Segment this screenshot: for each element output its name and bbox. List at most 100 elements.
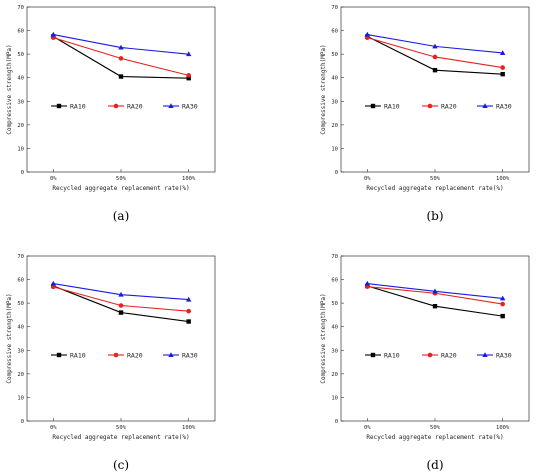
y-tick-label: 40	[17, 76, 24, 82]
data-point	[432, 288, 438, 294]
y-axis-label: Compressive strength(MPa)	[6, 293, 13, 383]
y-tick-label: 40	[331, 325, 338, 331]
y-tick-label: 0	[21, 170, 24, 176]
y-tick-label: 10	[17, 146, 24, 152]
series-line	[367, 37, 503, 69]
y-tick-label: 30	[331, 348, 338, 354]
y-axis-label: Compressive strength(MPa)	[320, 293, 327, 383]
y-tick-label: 60	[331, 29, 338, 35]
panel-label: (a)	[113, 209, 130, 223]
data-point	[113, 352, 119, 358]
x-tick-label: 100%	[182, 425, 196, 431]
x-tick-label: 100%	[182, 176, 196, 182]
y-tick-label: 50	[331, 52, 338, 58]
y-tick-label: 60	[17, 29, 24, 35]
legend-label: RA30	[496, 351, 512, 359]
x-tick-label: 50%	[116, 425, 127, 431]
legend-item: RA30	[477, 351, 512, 359]
panel-label: (c)	[113, 458, 129, 472]
data-point	[364, 31, 371, 37]
y-tick-label: 50	[331, 301, 338, 307]
data-point	[499, 295, 506, 301]
series-line	[53, 283, 189, 301]
data-point	[432, 54, 438, 60]
data-point	[118, 291, 124, 297]
data-point	[482, 352, 488, 357]
x-tick-label: 0%	[50, 425, 57, 431]
legend-item: RA10	[51, 351, 86, 359]
data-point	[432, 304, 438, 309]
data-point	[118, 56, 124, 61]
data-point	[50, 31, 57, 37]
data-point	[432, 43, 438, 49]
data-point	[186, 75, 191, 81]
y-tick-label: 0	[21, 419, 24, 425]
y-tick-label: 40	[17, 325, 24, 331]
x-tick-label: 50%	[116, 176, 127, 182]
y-tick-label: 70	[331, 5, 338, 11]
data-point	[51, 284, 56, 290]
plot-frame	[26, 255, 216, 422]
legend-label: RA20	[127, 102, 143, 110]
series-ra20	[365, 35, 505, 70]
legend-item: RA10	[51, 102, 86, 110]
chart-panel: 0 10 20 30 40 50 60 70 0% 50% 100% Recycled aggrega…	[6, 254, 216, 472]
data-point	[56, 352, 62, 358]
series-ra30	[50, 31, 192, 57]
x-axis-label: Recycled aggregate replacement rate(%)	[52, 434, 189, 441]
legend-label: RA20	[127, 351, 143, 359]
x-tick-label: 100%	[496, 176, 510, 182]
y-tick-label: 20	[17, 123, 24, 129]
x-tick-label: 0%	[50, 176, 57, 182]
data-point	[118, 310, 124, 315]
x-axis-label: Recycled aggregate replacement rate(%)	[52, 185, 189, 192]
data-point	[432, 67, 438, 73]
chart-panel: 0 10 20 30 40 50 60 70 0% 50% 100% Recycled aggrega…	[320, 5, 530, 223]
data-point	[113, 103, 119, 109]
y-tick-label: 60	[331, 278, 338, 284]
legend-label: RA20	[441, 351, 457, 359]
x-tick-label: 50%	[430, 425, 441, 431]
y-tick-label: 30	[331, 99, 338, 105]
y-tick-label: 10	[17, 395, 24, 401]
y-tick-label: 20	[331, 372, 338, 378]
data-point	[185, 296, 192, 302]
data-point	[370, 352, 376, 358]
legend-item: RA20	[422, 102, 457, 110]
plot-frame	[340, 6, 530, 173]
y-tick-label: 50	[17, 52, 24, 58]
panel-label: (b)	[426, 209, 443, 223]
data-point	[168, 103, 174, 108]
data-point	[364, 280, 371, 286]
data-point	[370, 103, 376, 109]
series-ra30	[50, 280, 192, 302]
panel-label: (d)	[426, 458, 443, 472]
y-tick-label: 0	[335, 419, 338, 425]
y-tick-label: 70	[17, 254, 24, 260]
legend-label: RA10	[70, 351, 86, 359]
y-tick-label: 30	[17, 99, 24, 105]
y-axis-label: Compressive strength(MPa)	[320, 44, 327, 134]
legend-item: RA20	[108, 102, 143, 110]
y-axis-label: Compressive strength(MPa)	[6, 44, 13, 134]
series-ra20	[365, 284, 505, 307]
data-point	[56, 103, 62, 109]
legend-item: RA10	[365, 102, 400, 110]
x-axis-label: Recycled aggregate replacement rate(%)	[366, 434, 503, 441]
legend-item: RA20	[422, 351, 457, 359]
data-point	[186, 73, 191, 78]
data-point	[499, 50, 506, 55]
y-tick-label: 60	[17, 278, 24, 284]
x-tick-label: 0%	[364, 176, 371, 182]
y-tick-label: 10	[331, 146, 338, 152]
legend-label: RA10	[384, 102, 400, 110]
data-point	[50, 280, 57, 286]
legend-label: RA30	[182, 351, 198, 359]
y-tick-label: 70	[17, 5, 24, 11]
series-ra30	[364, 31, 506, 55]
data-point	[118, 44, 124, 50]
chart-panel: 0 10 20 30 40 50 60 70 0% 50% 100% Recycled aggrega…	[6, 5, 216, 223]
y-tick-label: 0	[335, 170, 338, 176]
y-tick-label: 10	[331, 395, 338, 401]
series-ra20	[51, 35, 191, 78]
